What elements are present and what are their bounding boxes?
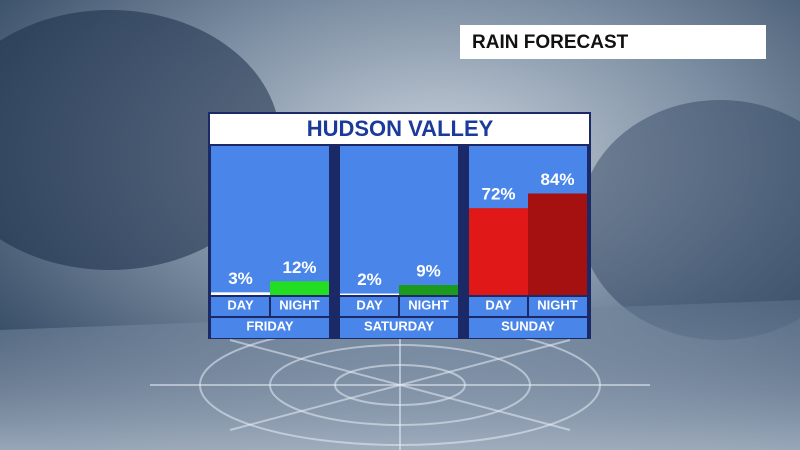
day-label: SUNDAY: [501, 318, 555, 333]
bar: [399, 285, 458, 296]
day-label: FRIDAY: [246, 318, 294, 333]
radar-rings: [150, 320, 650, 450]
bar: [469, 208, 528, 296]
period-label: NIGHT: [537, 297, 578, 312]
chart-title: HUDSON VALLEY: [307, 116, 494, 141]
bar: [340, 293, 399, 296]
value-label: 72%: [481, 185, 515, 204]
header: RAIN FORECAST: [472, 32, 629, 53]
bar: [211, 292, 270, 296]
value-label: 3%: [228, 269, 253, 288]
header-box: [460, 25, 766, 59]
period-label: DAY: [356, 297, 383, 312]
value-label: 9%: [416, 262, 441, 281]
title-bar: [210, 114, 589, 144]
cloud: [580, 100, 800, 340]
period-label: NIGHT: [279, 297, 320, 312]
period-label: DAY: [227, 297, 254, 312]
value-label: 84%: [540, 170, 574, 189]
value-label: 12%: [282, 258, 316, 277]
day-label: SATURDAY: [364, 318, 434, 333]
bar: [528, 193, 587, 296]
period-label: NIGHT: [408, 297, 449, 312]
period-label: DAY: [485, 297, 512, 312]
bar: [270, 281, 329, 296]
value-label: 2%: [357, 270, 382, 289]
